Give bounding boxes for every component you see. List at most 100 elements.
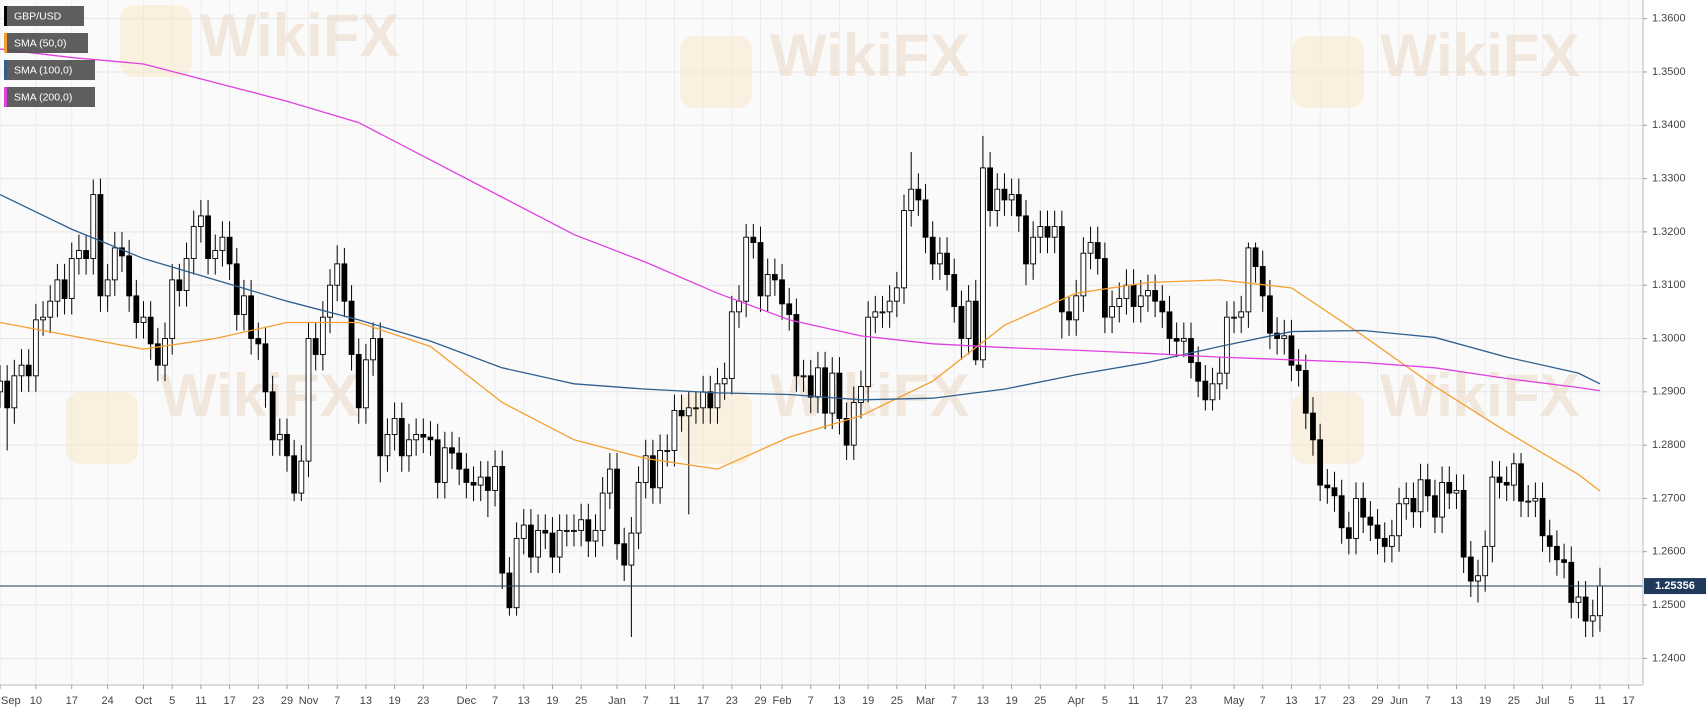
candle-body [1546,535,1553,547]
candle-body [707,391,714,409]
candle-body [312,338,319,355]
candle-body [1338,495,1345,529]
candle-body [47,300,54,318]
candle-body [549,532,556,558]
candle-body [1575,596,1582,603]
x-tick-label: 13 [1450,695,1462,707]
candle-body [1281,335,1288,339]
x-tick-label: 19 [862,695,874,707]
y-tick-label: 1.3100 [1652,279,1686,291]
candle-body [40,316,46,321]
candle-body [822,367,828,414]
candle-body [994,188,1001,212]
candle-body [298,460,305,494]
watermark-logo [120,5,192,77]
x-tick-label: 13 [518,695,530,707]
candle-body [90,194,97,259]
watermark-logo [680,36,752,108]
candle-body [1561,559,1567,563]
x-tick-label: 23 [252,695,264,707]
candle-body [528,524,534,558]
candle-body [291,455,298,494]
candle-body [599,492,606,531]
x-tick-label: 17 [223,695,235,707]
x-tick-label: Dec [457,695,477,707]
candle-body [147,316,154,345]
x-tick-label: Jun [1390,695,1408,707]
candle-body [190,226,197,259]
y-tick-label: 1.3500 [1652,66,1686,78]
x-tick-label: 7 [492,695,498,707]
candle-body [1137,295,1144,307]
candle-body [693,407,699,410]
candle-body [0,380,3,393]
candle-body [1102,258,1108,318]
candle-body [872,311,879,318]
candle-body [1209,383,1216,401]
x-tick-label: Oct [135,695,152,707]
candle-body [1259,266,1266,297]
legend-swatch [4,87,7,107]
candle-body [205,215,211,259]
candle-body [441,447,448,483]
candle-body [1152,290,1159,302]
candle-body [542,529,549,534]
sma-line [0,48,1601,392]
candle-body [305,338,312,462]
y-tick-label: 1.2800 [1652,439,1686,451]
candle-body [1087,242,1094,254]
candle-body [284,434,290,457]
candle-body [1324,484,1331,489]
candle-body [1008,194,1015,201]
candle-body [1188,338,1194,363]
candle-body [1467,556,1474,582]
candle-body [1044,226,1051,238]
candle-body [987,167,993,212]
sma-line [0,279,1601,492]
candle-body [1439,481,1445,518]
x-tick-label: 17 [66,695,78,707]
x-tick-label: 7 [334,695,340,707]
candle-body [771,274,778,281]
candle-body [154,343,161,366]
candle-body [1539,497,1546,537]
candle-body [642,455,649,483]
candle-body [1410,497,1417,513]
candle-body [104,279,111,297]
candle-body [915,188,922,201]
x-tick-label: 19 [1479,695,1491,707]
candle-body [363,359,369,409]
candle-body [1037,226,1044,238]
x-tick-label: 10 [30,695,42,707]
legend-swatch [4,6,7,26]
y-tick-label: 1.2500 [1652,599,1686,611]
candle-body [1295,364,1302,371]
candle-body [1288,335,1295,366]
candle-body [678,410,685,417]
candle-body [1424,479,1431,497]
candle-body [1360,497,1367,518]
y-tick-label: 1.3400 [1652,119,1686,131]
candle-body [650,455,656,489]
watermark-logo [1292,36,1364,108]
candle-body [241,295,247,315]
candle-body [1460,489,1467,558]
legend-box [4,6,84,26]
x-tick-label: 25 [891,695,903,707]
candle-body [162,338,168,366]
candle-body [255,338,262,345]
candle-body [779,279,785,305]
candle-body [908,188,915,212]
candle-body [384,434,391,457]
x-tick-label: Jul [1536,695,1550,707]
x-tick-label: 7 [1260,695,1266,707]
candle-body [628,532,635,566]
candle-body [1388,535,1395,547]
x-tick-label: 23 [1185,695,1197,707]
candle-body [1396,503,1402,537]
watermark: WikiFX [770,22,969,89]
watermark: WikiFX [1380,22,1579,89]
x-tick-label: 13 [1285,695,1297,707]
candle-body [1267,295,1273,334]
x-tick-label: 5 [1102,695,1108,707]
